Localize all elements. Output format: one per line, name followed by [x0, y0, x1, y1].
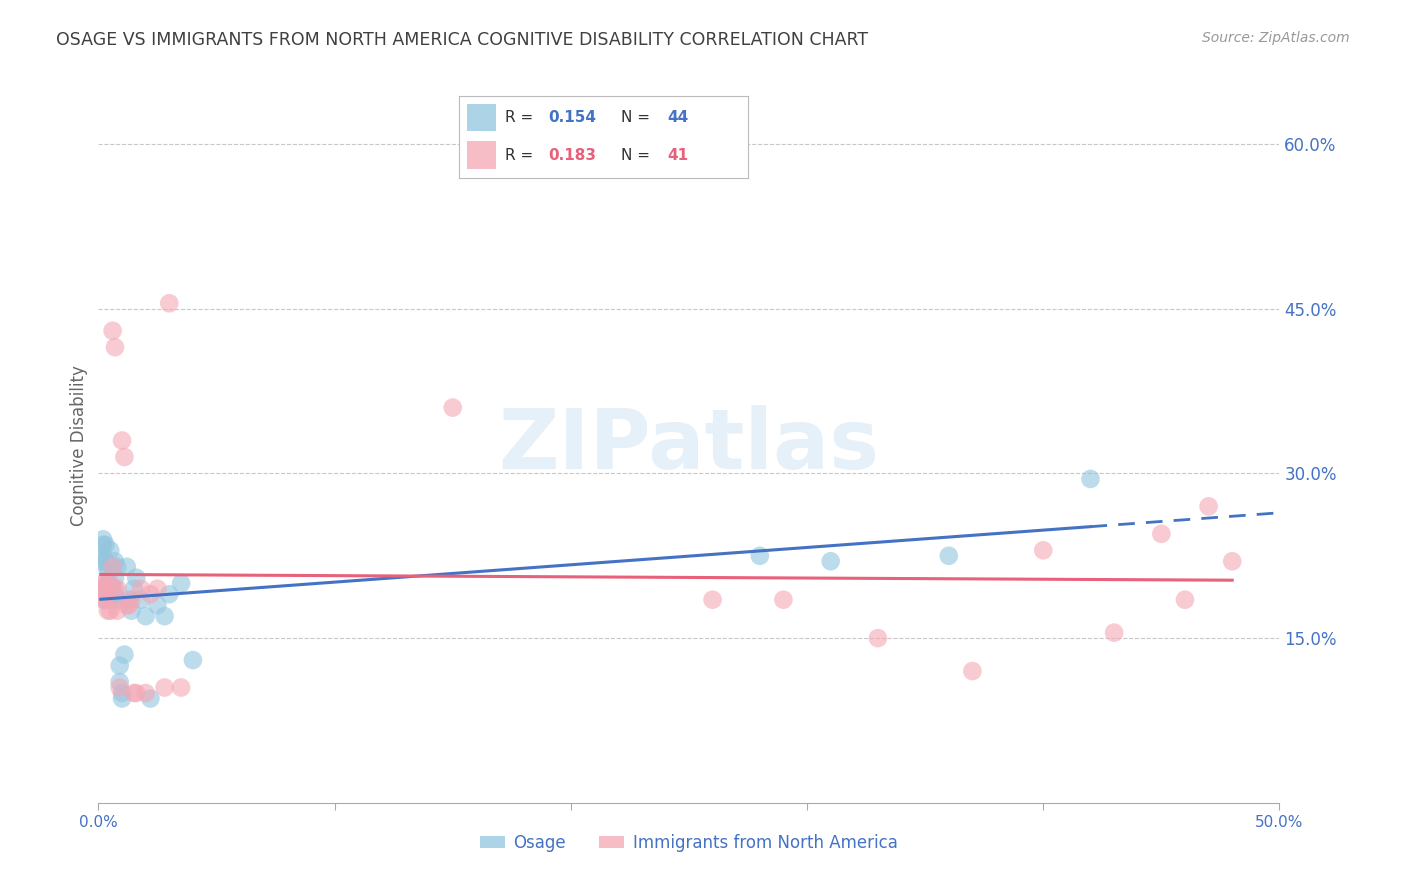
- Point: [101, 559, 124, 574]
- Point: [157, 296, 180, 310]
- Point: [101, 582, 124, 596]
- Point: [135, 686, 157, 700]
- Point: [129, 582, 152, 596]
- Text: Source: ZipAtlas.com: Source: ZipAtlas.com: [1202, 31, 1350, 45]
- Point: [94, 592, 117, 607]
- Point: [111, 434, 134, 448]
- Point: [111, 686, 134, 700]
- Point: [1150, 526, 1173, 541]
- Point: [104, 340, 127, 354]
- Point: [97, 604, 120, 618]
- Point: [1174, 592, 1197, 607]
- Point: [112, 450, 135, 464]
- Point: [129, 592, 152, 607]
- Point: [108, 675, 131, 690]
- Point: [153, 609, 176, 624]
- Point: [105, 559, 128, 574]
- Point: [181, 653, 204, 667]
- Point: [91, 538, 114, 552]
- Point: [121, 604, 143, 618]
- Point: [94, 576, 117, 591]
- Point: [94, 592, 117, 607]
- Point: [104, 582, 127, 596]
- Point: [98, 582, 121, 596]
- Point: [111, 691, 134, 706]
- Y-axis label: Cognitive Disability: Cognitive Disability: [70, 366, 89, 526]
- Point: [938, 549, 960, 563]
- Point: [105, 604, 128, 618]
- Point: [153, 681, 176, 695]
- Point: [125, 571, 148, 585]
- Legend: Osage, Immigrants from North America: Osage, Immigrants from North America: [474, 828, 904, 859]
- Point: [962, 664, 984, 678]
- Point: [170, 576, 193, 591]
- Point: [98, 604, 121, 618]
- Point: [139, 691, 162, 706]
- Point: [146, 598, 169, 612]
- Point: [125, 686, 148, 700]
- Point: [90, 554, 112, 568]
- Point: [90, 582, 112, 596]
- Point: [98, 543, 121, 558]
- Point: [108, 681, 131, 695]
- Point: [118, 592, 141, 607]
- Point: [94, 554, 117, 568]
- Text: OSAGE VS IMMIGRANTS FROM NORTH AMERICA COGNITIVE DISABILITY CORRELATION CHART: OSAGE VS IMMIGRANTS FROM NORTH AMERICA C…: [56, 31, 869, 49]
- Point: [91, 576, 114, 591]
- Point: [772, 592, 794, 607]
- Point: [108, 658, 131, 673]
- Point: [1220, 554, 1243, 568]
- Point: [104, 571, 127, 585]
- Point: [121, 592, 143, 607]
- Point: [101, 559, 124, 574]
- Point: [122, 686, 145, 700]
- Point: [1102, 625, 1125, 640]
- Point: [1032, 543, 1054, 558]
- Point: [112, 648, 135, 662]
- Point: [104, 587, 127, 601]
- Point: [866, 631, 889, 645]
- Point: [105, 582, 128, 596]
- Point: [441, 401, 464, 415]
- Point: [97, 582, 120, 596]
- Point: [702, 592, 724, 607]
- Point: [91, 533, 114, 547]
- Point: [101, 324, 124, 338]
- Point: [98, 576, 121, 591]
- Text: ZIPatlas: ZIPatlas: [499, 406, 879, 486]
- Point: [146, 582, 169, 596]
- Point: [97, 582, 120, 596]
- Point: [1198, 500, 1220, 514]
- Point: [115, 598, 138, 612]
- Point: [122, 582, 145, 596]
- Point: [118, 598, 141, 612]
- Point: [97, 559, 120, 574]
- Point: [94, 538, 117, 552]
- Point: [1080, 472, 1102, 486]
- Point: [105, 592, 128, 607]
- Point: [94, 582, 117, 596]
- Point: [98, 592, 121, 607]
- Point: [170, 681, 193, 695]
- Point: [135, 609, 157, 624]
- Point: [139, 587, 162, 601]
- Point: [748, 549, 770, 563]
- Point: [91, 592, 114, 607]
- Point: [97, 566, 120, 580]
- Point: [97, 576, 120, 591]
- Point: [91, 549, 114, 563]
- Point: [157, 587, 180, 601]
- Point: [820, 554, 842, 568]
- Point: [115, 559, 138, 574]
- Point: [104, 554, 127, 568]
